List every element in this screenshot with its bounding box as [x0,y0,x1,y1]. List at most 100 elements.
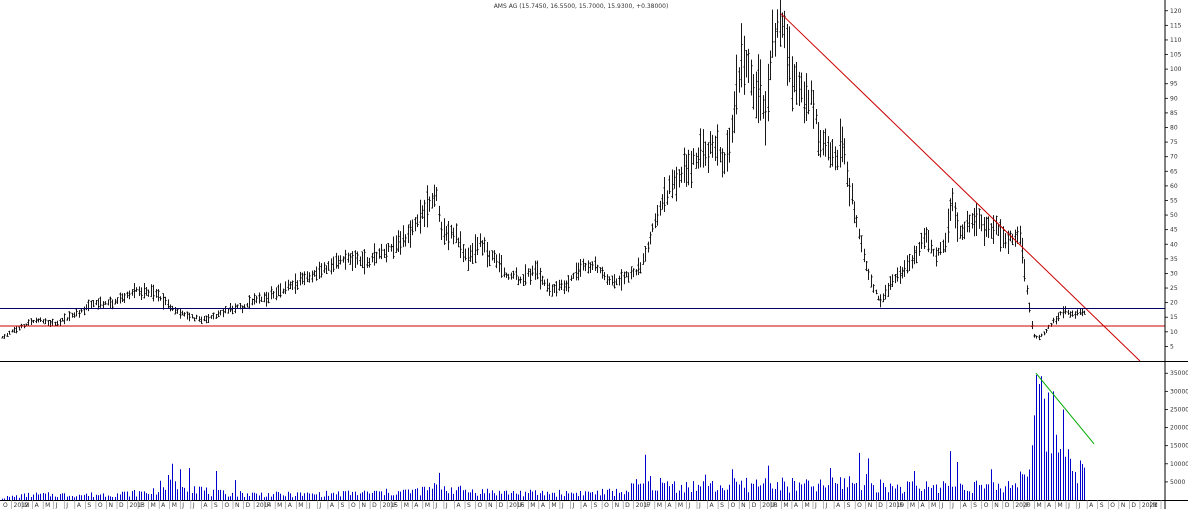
time-tick-label: A [203,502,208,509]
time-tick-label: N [868,502,873,509]
time-tick-label: A [330,502,335,509]
volume-tick-label: 30000 [1170,388,1188,395]
time-tick-label: M [910,502,915,509]
time-tick-label: A [920,502,925,509]
time-tick-label: M [1036,502,1041,509]
time-tick-label: F [1026,502,1030,509]
time-tick-label: O [604,502,609,509]
time-tick-label: O [857,502,862,509]
volume-tick-label: 15000 [1170,443,1188,450]
price-tick-label: 80 [1170,125,1178,132]
price-tick-label: 70 [1170,154,1178,161]
time-tick-label: O [1110,502,1115,509]
time-tick-label: D [372,502,377,509]
volume-tick-label: 25000 [1170,406,1188,413]
price-tick-label: 85 [1170,110,1178,117]
time-tick-label: J [941,502,944,509]
volume-tick-label: 35000 [1170,370,1188,377]
time-tick-label: S [87,502,91,509]
price-tick-label: 30 [1170,270,1178,277]
time-tick-label: 2018 [762,502,777,509]
time-tick-label: M [1058,502,1063,509]
time-tick-label: S [340,502,344,509]
price-tick-label: 90 [1170,95,1178,102]
time-tick-label: J [951,502,954,509]
price-tick-label: 35 [1170,256,1178,263]
time-tick-label: M [1152,502,1157,509]
trendline [780,13,1141,362]
time-tick-label: S [214,502,218,509]
time-tick-label: D [625,502,630,509]
time-tick-label: J [825,502,828,509]
price-tick-label: 45 [1170,227,1178,234]
time-tick-label: 2020 [1015,502,1030,509]
time-tick-label: M [298,502,303,509]
time-tick-label: J [192,502,195,509]
time-tick-label: D [1005,502,1010,509]
time-tick-label: F [646,502,650,509]
time-tick-label: N [362,502,367,509]
price-tick-label: 20 [1170,300,1178,307]
time-tick-label: O [984,502,989,509]
time-tick-label: F [520,502,524,509]
time-tick-label: A [288,502,293,509]
time-tick-label: M [404,502,409,509]
volume-bars [2,375,1085,500]
time-tick-label: D [1131,502,1136,509]
price-tick-label: 40 [1170,241,1178,248]
time-tick-label: J [65,502,68,509]
price-tick-label: 25 [1170,285,1178,292]
time-tick-label: 2017 [636,502,651,509]
time-tick-label: S [594,502,598,509]
time-tick-label: S [847,502,851,509]
time-tick-label: D [246,502,251,509]
time-tick-label: A [541,502,546,509]
time-tick-label: M [931,502,936,509]
price-tick-label: 10 [1170,329,1178,336]
volume-tick-label: 10000 [1170,461,1188,468]
time-tick-label: A [836,502,841,509]
time-tick-label: F [773,502,777,509]
time-tick-label: A [414,502,419,509]
volume-axis: 5000 10000 15000 20000 25000 30000 35000 [1165,370,1188,486]
price-tick-label: 65 [1170,168,1178,175]
time-tick-label: M [277,502,282,509]
volume-tick-label: 5000 [1170,479,1185,486]
time-tick-label: D [878,502,883,509]
time-tick-label: A [710,502,715,509]
time-tick-label: M [804,502,809,509]
time-tick-label: J [814,502,817,509]
time-tick-label: J [181,502,184,509]
time-tick-label: N [1121,502,1126,509]
price-axis: 5 10 15 20 25 30 35 40 45 50 55 60 65 70 75 80 85 90 95 100… [1165,8,1182,350]
time-tick-label: A [963,502,968,509]
volume-tick-label: 20000 [1170,425,1188,432]
time-tick-label: F [899,502,903,509]
time-tick-label: J [445,502,448,509]
time-tick-label: N [741,502,746,509]
time-tick-label: M [783,502,788,509]
time-tick-label: M [551,502,556,509]
time-tick-label: N [108,502,113,509]
time-tick-label: M [425,502,430,509]
time-tick-label: J [308,502,311,509]
time-tick-label: A [667,502,672,509]
price-tick-label: 60 [1170,183,1178,190]
time-tick-label: A [77,502,82,509]
time-tick-label: 2016 [509,502,524,509]
time-tick-label: O [3,502,8,509]
time-tick-label: O [98,502,103,509]
time-tick-label: J [1078,502,1081,509]
time-tick-label: J [571,502,574,509]
time-tick-label: M [678,502,683,509]
price-tick-label: 95 [1170,81,1178,88]
price-tick-label: 15 [1170,314,1178,321]
volume-trendline [1035,372,1095,445]
time-tick-label: M [24,502,29,509]
time-tick-label: M [151,502,156,509]
time-tick-label: D [119,502,124,509]
volume-lines [1035,372,1095,445]
time-tick-label: 2019 [889,502,904,509]
